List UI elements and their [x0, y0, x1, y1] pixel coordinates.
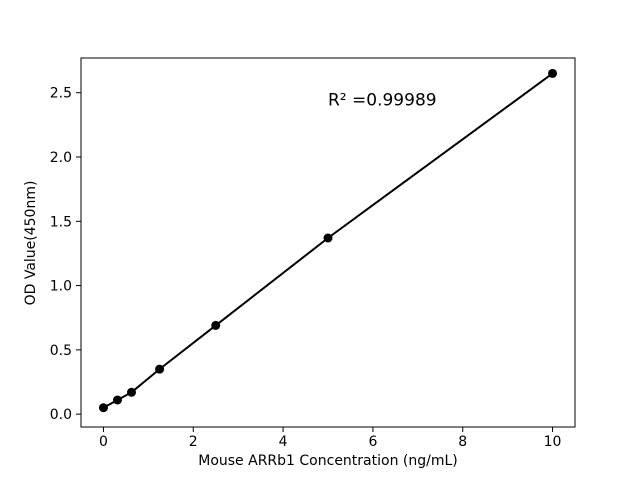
y-tick-label: 2.0	[50, 150, 72, 166]
y-axis-label: OD Value(450nm)	[23, 181, 39, 306]
x-tick-label: 10	[544, 434, 562, 450]
y-tick-label: 0.0	[50, 407, 72, 423]
data-point	[112, 395, 122, 405]
y-tick-label: 0.5	[50, 343, 72, 359]
y-tick-label: 2.5	[50, 86, 72, 102]
r-squared-annotation: R² =0.99989	[328, 91, 437, 111]
x-tick-label: 2	[189, 434, 198, 450]
x-tick-label: 0	[99, 434, 108, 450]
x-tick-label: 8	[458, 434, 467, 450]
x-tick-label: 6	[368, 434, 377, 450]
data-point	[127, 387, 137, 397]
y-tick-label: 1.5	[50, 214, 72, 230]
data-point	[548, 68, 558, 78]
data-point	[323, 233, 333, 243]
y-tick-label: 1.0	[50, 279, 72, 295]
x-tick-label: 4	[279, 434, 288, 450]
x-axis-label: Mouse ARRb1 Concentration (ng/mL)	[198, 453, 457, 469]
plot-area: 0 2 4 6 8 10 0.0 0.5 1.0 1.5 2.0 2.5	[50, 57, 576, 450]
data-point	[98, 403, 108, 413]
plot-border	[80, 57, 576, 428]
data-point	[211, 320, 221, 330]
data-point	[155, 364, 165, 374]
